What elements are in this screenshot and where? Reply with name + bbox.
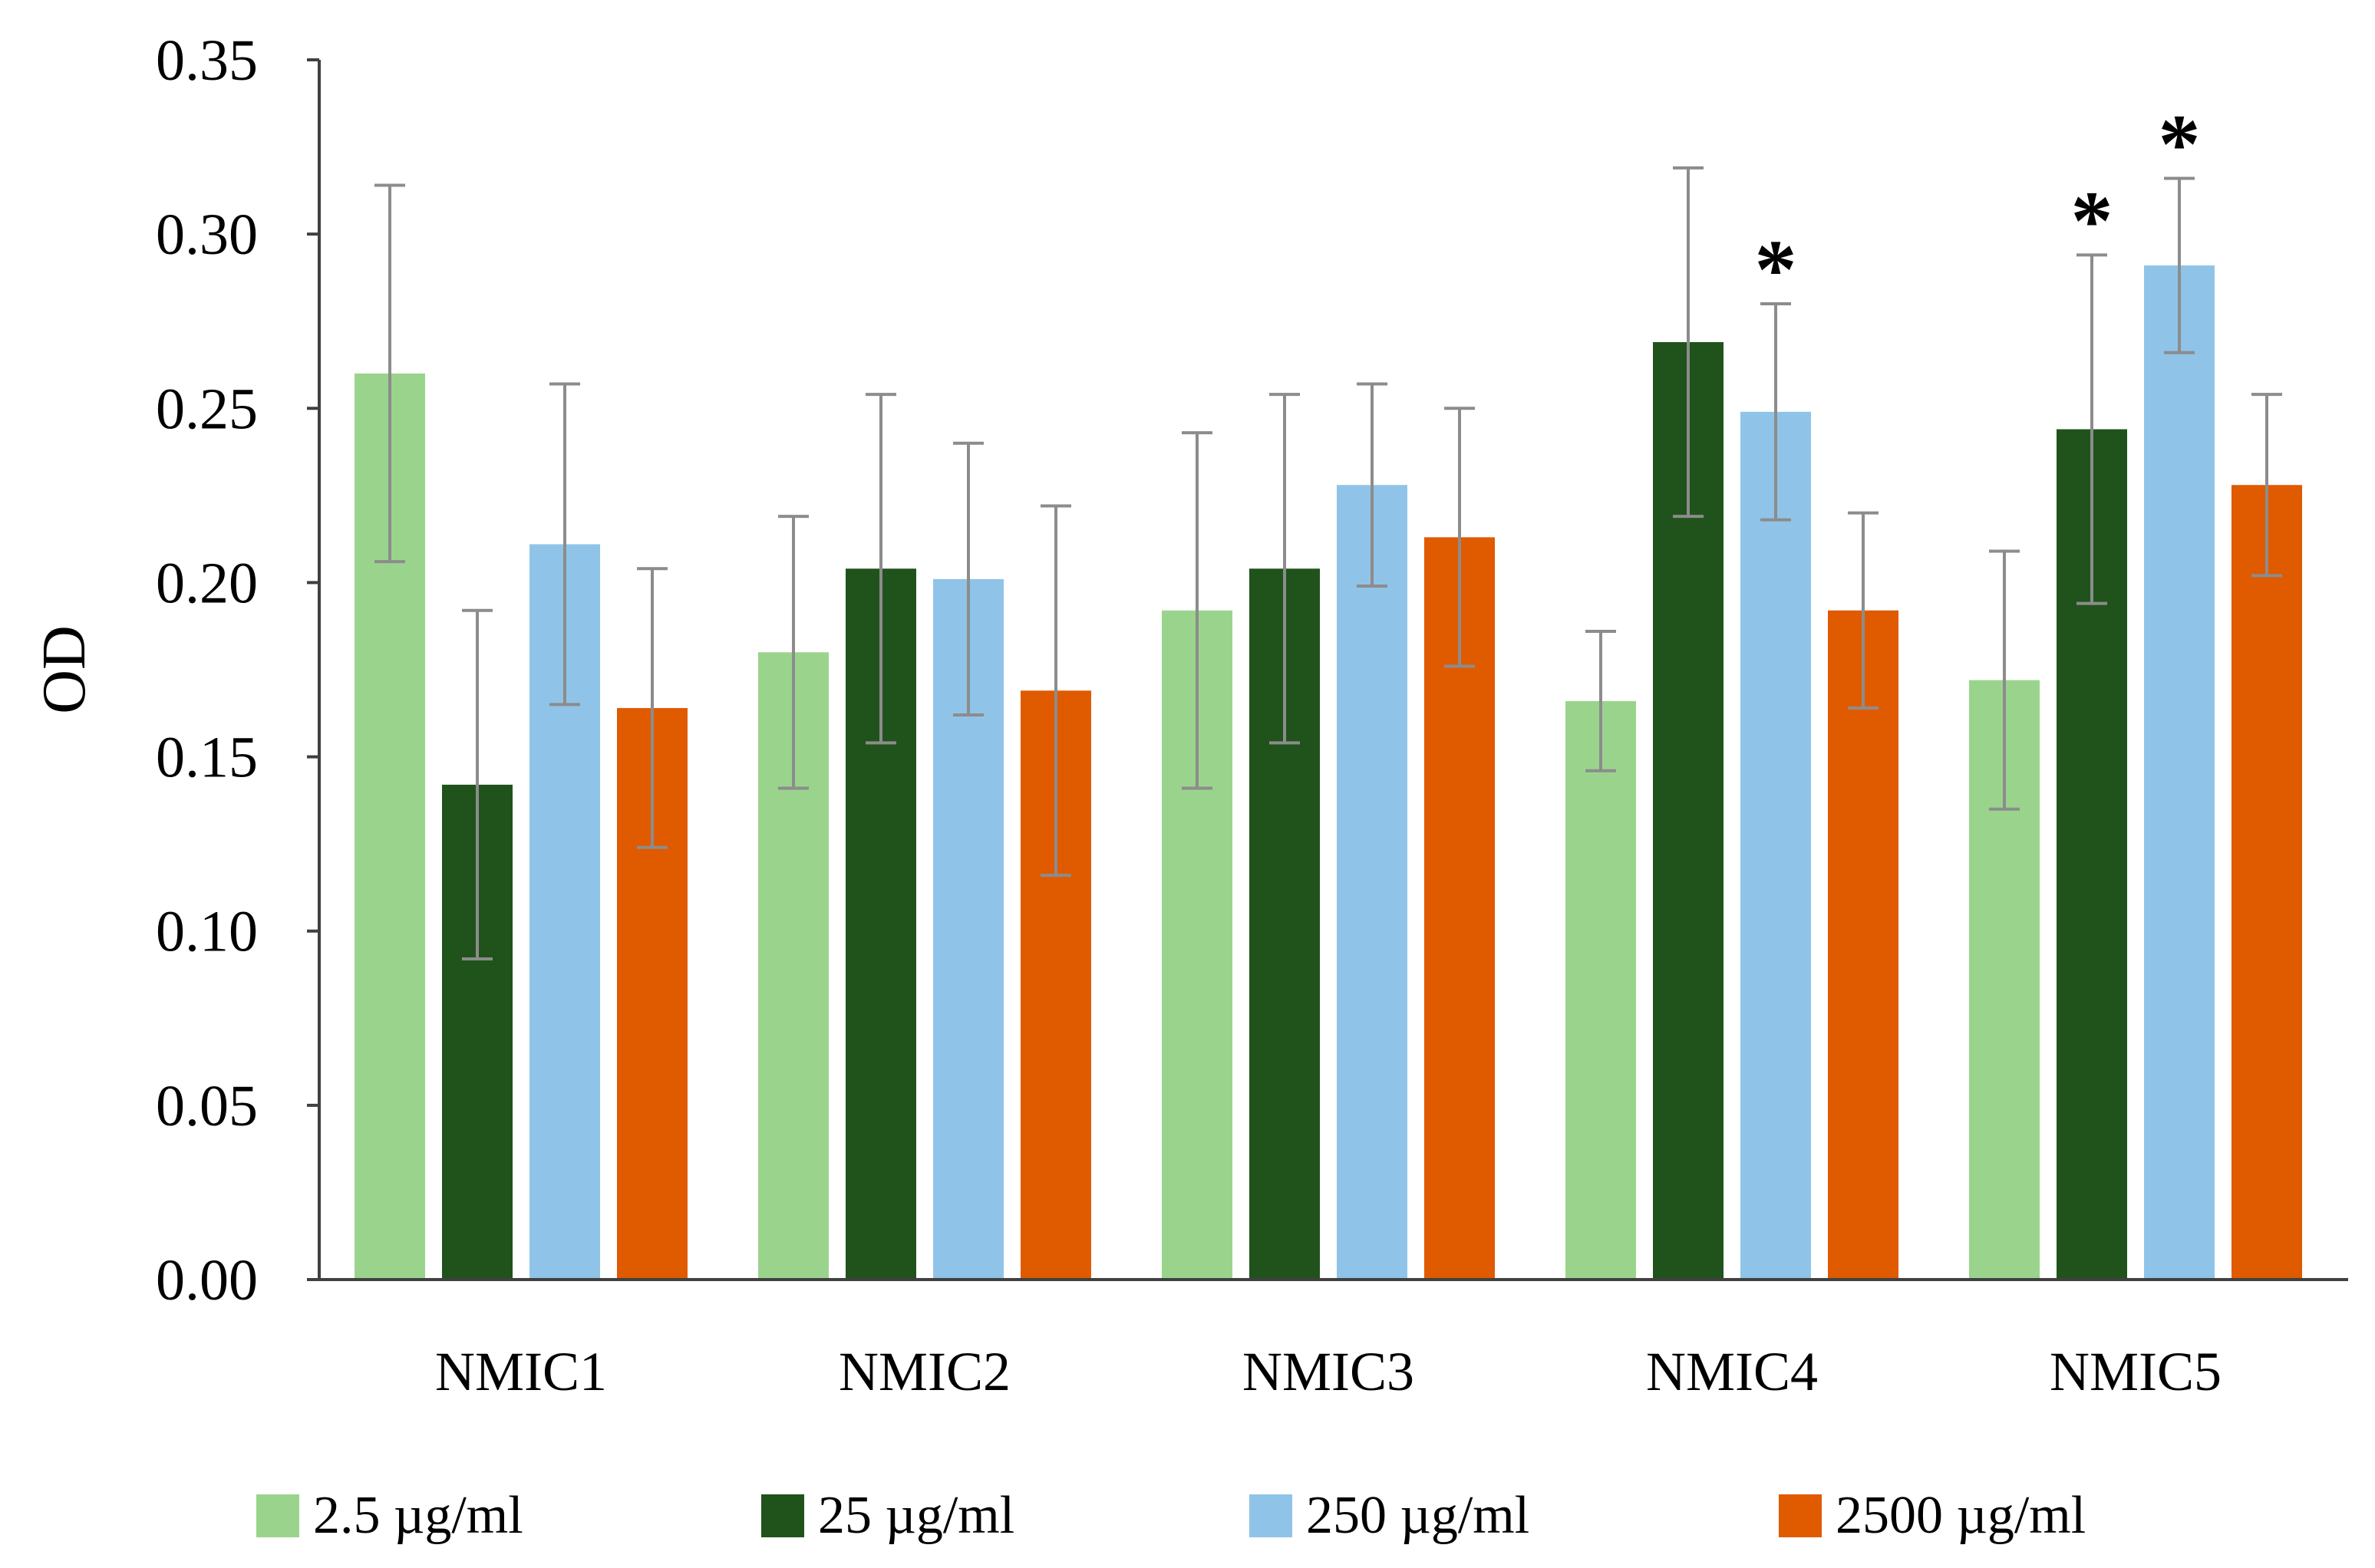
y-tick-label: 0.05 (156, 1074, 258, 1138)
y-tick-label: 0.30 (156, 203, 258, 267)
legend-swatch (1249, 1494, 1292, 1537)
bar (1828, 610, 1898, 1280)
y-tick-label: 0.00 (156, 1248, 258, 1313)
significance-markers: * * * (1755, 97, 2201, 316)
y-axis-ticks: 0.00 0.05 0.10 0.15 0.20 0.25 0.30 0.35 (156, 28, 319, 1313)
bars (355, 265, 2302, 1280)
legend-swatch (1779, 1494, 1822, 1537)
legend-swatch (256, 1494, 299, 1537)
category-label: NMIC2 (839, 1341, 1011, 1402)
significance-marker: * (2071, 173, 2113, 267)
legend-label: 250 µg/ml (1306, 1486, 1529, 1545)
error-bars (374, 166, 2282, 961)
category-label: NMIC3 (1242, 1341, 1414, 1402)
legend-label: 25 µg/ml (818, 1486, 1014, 1545)
y-tick-label: 0.10 (156, 900, 258, 964)
y-tick-label: 0.35 (156, 28, 258, 93)
bar (2232, 485, 2302, 1280)
significance-marker: * (1755, 222, 1797, 316)
legend: 2.5 µg/ml 25 µg/ml 250 µg/ml 2500 µg/ml (256, 1486, 2086, 1545)
significance-marker: * (2159, 97, 2201, 190)
bar (1740, 411, 1811, 1280)
bar (2144, 265, 2215, 1280)
y-axis-title: OD (31, 625, 98, 714)
category-labels: NMIC1 NMIC2 NMIC3 NMIC4 NMIC5 (435, 1341, 2222, 1402)
y-tick-label: 0.20 (156, 551, 258, 615)
category-label: NMIC5 (2050, 1341, 2222, 1402)
bar (1565, 700, 1636, 1280)
y-tick-label: 0.15 (156, 726, 258, 790)
legend-label: 2.5 µg/ml (313, 1486, 523, 1545)
y-tick-label: 0.25 (156, 377, 258, 441)
category-label: NMIC1 (435, 1341, 607, 1402)
bar (1337, 485, 1407, 1280)
category-label: NMIC4 (1646, 1341, 1818, 1402)
legend-label: 2500 µg/ml (1836, 1486, 2086, 1545)
legend-swatch (761, 1494, 804, 1537)
